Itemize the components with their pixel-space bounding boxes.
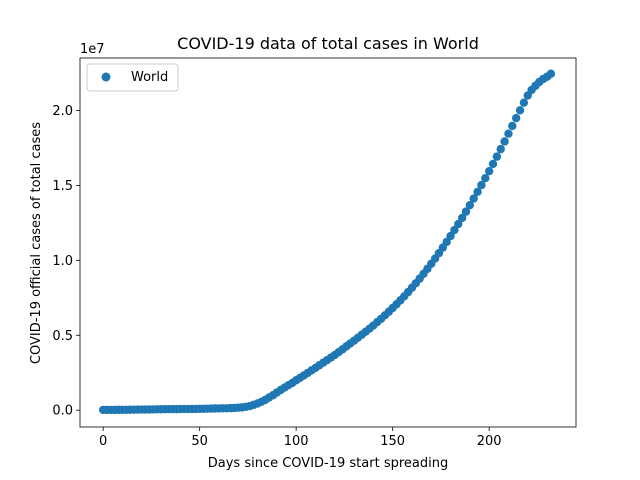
data-point	[492, 152, 502, 161]
y-axis: 0.0 0.5 1.0 1.5 2.0	[52, 104, 80, 419]
x-axis-label: Days since COVID-19 start spreading	[208, 456, 448, 471]
data-point	[488, 159, 498, 169]
data-point	[500, 137, 509, 146]
y-tick-label: 0.0	[52, 404, 73, 419]
plot-area	[80, 58, 576, 427]
data-point	[515, 106, 525, 115]
chart-title: COVID-19 data of total cases in World	[177, 34, 479, 53]
data-point	[473, 187, 482, 197]
data-point	[446, 231, 455, 241]
x-tick-label: 150	[380, 434, 405, 449]
x-tick-label: 50	[191, 434, 208, 449]
data-point	[519, 98, 529, 107]
y-tick-label: 1.0	[52, 254, 73, 269]
x-tick-label: 200	[477, 434, 502, 449]
y-tick-label: 2.0	[52, 104, 73, 119]
data-point	[450, 225, 459, 235]
legend-box	[86, 63, 179, 92]
x-tick-label: 0	[99, 434, 107, 449]
data-point	[496, 144, 505, 154]
data-point	[461, 207, 471, 216]
y-tick-label: 1.5	[52, 179, 73, 194]
data-point	[546, 69, 556, 78]
data-point	[481, 174, 490, 183]
data-point	[504, 129, 513, 138]
y-axis-label: COVID-19 official cases of total cases	[29, 122, 44, 364]
data-point	[454, 219, 463, 229]
legend-marker	[101, 72, 111, 82]
x-axis: 0 50 100 150 200	[99, 427, 502, 449]
data-point	[477, 180, 486, 190]
data-points	[98, 69, 556, 415]
data-point	[465, 200, 475, 210]
data-point	[484, 166, 494, 176]
legend: World	[86, 63, 179, 92]
plot-frame	[79, 57, 577, 428]
legend-label: World	[131, 70, 168, 85]
x-tick-label: 100	[284, 434, 309, 449]
y-tick-label: 0.5	[52, 329, 73, 344]
data-point	[511, 113, 521, 123]
data-point	[508, 121, 517, 131]
data-point	[469, 194, 478, 203]
data-point	[457, 213, 467, 223]
y-offset-label: 1e7	[80, 42, 105, 57]
